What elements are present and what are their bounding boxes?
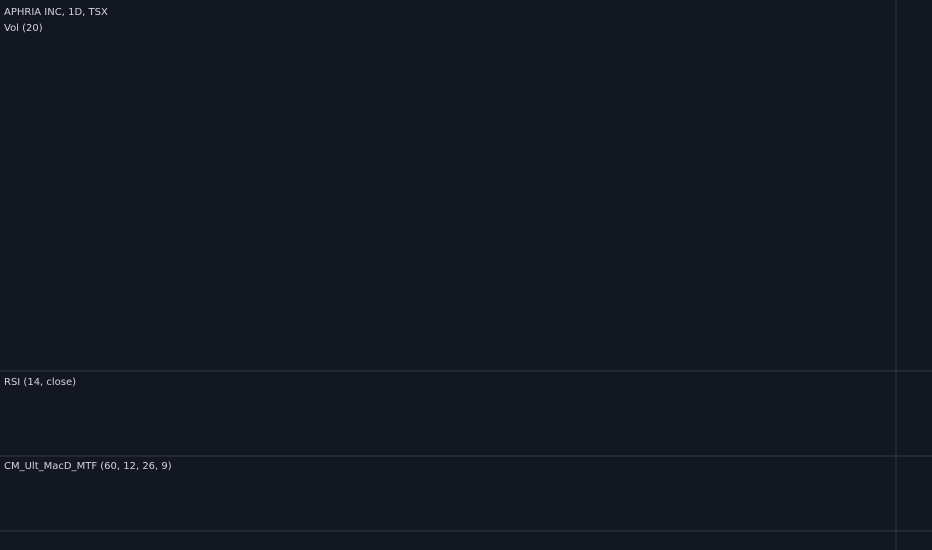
chart-title: APHRIA INC, 1D, TSX — [4, 7, 108, 18]
macd-title: CM_Ult_MacD_MTF (60, 12, 26, 9) — [4, 461, 172, 472]
rsi-title: RSI (14, close) — [4, 377, 76, 388]
volume-title: Vol (20) — [4, 23, 43, 34]
